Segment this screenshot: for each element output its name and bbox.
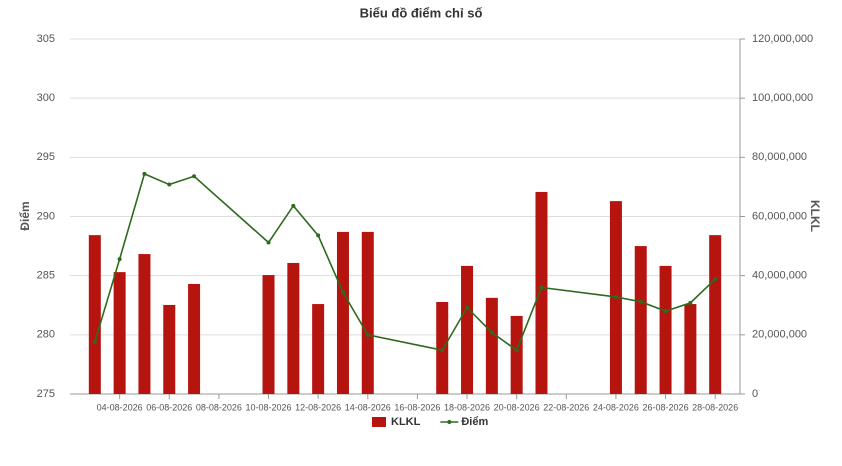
y2-tick-label: 100,000,000 (752, 92, 813, 104)
y2-tick-label: 120,000,000 (752, 33, 813, 45)
y-axis-title: Điểm (18, 201, 32, 230)
line-point (192, 174, 197, 179)
bar (163, 304, 176, 394)
y-tick-label: 280 (37, 329, 55, 341)
line-point (638, 299, 643, 304)
line-point (465, 305, 470, 310)
line-point (365, 332, 370, 337)
line-point (167, 182, 172, 187)
chart-title: Biểu đồ điểm chỉ số (360, 5, 483, 20)
x-tick-label: 16-08-2026 (394, 402, 440, 412)
bar (262, 275, 275, 394)
x-tick-label: 20-08-2026 (494, 402, 540, 412)
x-tick-label: 04-08-2026 (97, 402, 143, 412)
line-point (489, 330, 494, 335)
bar (510, 315, 523, 394)
bar (436, 301, 449, 394)
line-point (117, 257, 122, 262)
line-point (266, 240, 271, 245)
x-tick-label: 24-08-2026 (593, 402, 639, 412)
bar (684, 304, 697, 394)
bar (113, 272, 126, 394)
bar (634, 246, 647, 394)
y2-tick-label: 80,000,000 (752, 151, 807, 163)
x-tick-label: 12-08-2026 (295, 402, 341, 412)
line-point (613, 294, 618, 299)
y2-tick-label: 60,000,000 (752, 210, 807, 222)
bar (485, 297, 498, 394)
line-point (92, 339, 97, 344)
x-tick-label: 28-08-2026 (692, 402, 738, 412)
line-point (440, 348, 445, 353)
line-point (514, 348, 519, 353)
y2-tick-label: 0 (752, 388, 758, 400)
x-tick-label: 26-08-2026 (643, 402, 689, 412)
line-point (291, 203, 296, 208)
x-tick-label: 18-08-2026 (444, 402, 490, 412)
bar (336, 231, 349, 394)
bar (138, 254, 151, 394)
x-tick-label: 22-08-2026 (543, 402, 589, 412)
legend-label: Điểm (461, 416, 488, 428)
line-point (340, 290, 345, 295)
bar (535, 191, 548, 394)
x-tick-label: 10-08-2026 (245, 402, 291, 412)
y2-tick-label: 20,000,000 (752, 329, 807, 341)
line (94, 172, 716, 352)
x-tick-label: 14-08-2026 (345, 402, 391, 412)
bar (659, 265, 672, 394)
line-point (688, 300, 693, 305)
legend-swatch (447, 420, 452, 424)
line-point (316, 233, 321, 238)
y2-axis-title: KLKL (808, 200, 822, 232)
y-tick-label: 290 (37, 210, 55, 222)
y2-tick-label: 40,000,000 (752, 270, 807, 282)
x-tick-label: 06-08-2026 (146, 402, 192, 412)
line-point (663, 309, 668, 314)
y-tick-label: 300 (37, 92, 55, 104)
x-tick-label: 08-08-2026 (196, 402, 242, 412)
bar (461, 265, 474, 394)
legend-label: KLKL (391, 416, 421, 428)
legend-swatch (372, 417, 386, 427)
bar (188, 283, 201, 394)
bar (88, 235, 101, 394)
bar (709, 235, 722, 394)
line-point (142, 171, 147, 176)
y-tick-label: 275 (37, 388, 55, 400)
bar (287, 262, 300, 394)
bar (312, 304, 325, 394)
line-point (713, 277, 718, 282)
y-tick-label: 285 (37, 270, 55, 282)
y-tick-label: 295 (37, 151, 55, 163)
line-point (539, 285, 544, 290)
bar (361, 231, 374, 394)
y-tick-label: 305 (37, 33, 55, 45)
